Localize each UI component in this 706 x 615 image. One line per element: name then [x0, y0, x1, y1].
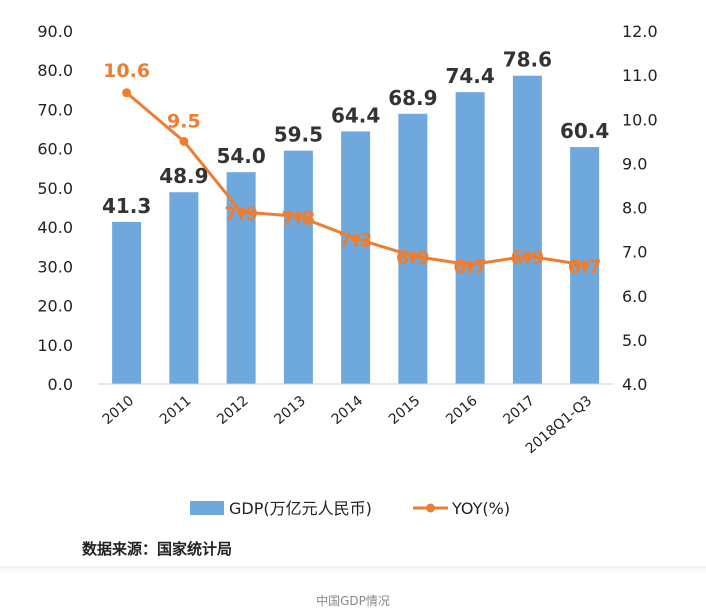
yoy-point: [522, 251, 532, 261]
gdp-data-label: 68.9: [388, 86, 437, 110]
gdp-bar: [169, 192, 199, 384]
y-right-tick-label: 12.0: [622, 22, 658, 41]
x-tick-label: 2014: [329, 393, 367, 428]
x-tick-label: 2013: [271, 393, 309, 428]
data-source-note: 数据来源：国家统计局: [82, 540, 233, 558]
gdp-bar: [283, 150, 313, 384]
y-left-tick-label: 20.0: [37, 297, 73, 316]
gdp-bar: [455, 92, 485, 384]
gdp-bar: [341, 131, 371, 384]
x-tick-label: 2012: [214, 393, 252, 428]
yoy-data-label: 6.7: [453, 256, 487, 278]
yoy-data-label: 10.6: [103, 60, 150, 82]
gdp-data-label: 59.5: [274, 123, 323, 147]
y-left-tick-label: 90.0: [37, 22, 73, 41]
yoy-point: [351, 233, 361, 243]
x-tick-label: 2015: [386, 393, 424, 428]
gdp-data-label: 74.4: [445, 64, 494, 88]
y-left-tick-label: 40.0: [37, 218, 73, 237]
x-tick-label: 2011: [157, 393, 195, 428]
yoy-data-label: 6.9: [396, 247, 430, 269]
x-tick-label: 2016: [443, 393, 481, 428]
yoy-data-label: 9.5: [167, 110, 201, 132]
yoy-point: [408, 251, 418, 261]
image-caption: 中国GDP情况: [316, 594, 390, 608]
yoy-data-label: 7.8: [282, 207, 316, 229]
y-left-tick-label: 70.0: [37, 100, 73, 119]
gdp-bar: [398, 113, 428, 385]
yoy-point: [293, 211, 303, 221]
y-left-tick-label: 30.0: [37, 257, 73, 276]
x-tick-label: 2017: [500, 393, 538, 428]
y-right-tick-label: 7.0: [622, 243, 647, 262]
gdp-data-label: 78.6: [503, 48, 552, 72]
legend-label-yoy: YOY(%): [451, 499, 510, 518]
yoy-point: [465, 260, 475, 270]
legend-swatch-gdp: [190, 501, 224, 515]
gdp-data-label: 64.4: [331, 103, 380, 127]
yoy-point: [236, 207, 246, 217]
legend-label-gdp: GDP(万亿元人民币): [229, 499, 372, 518]
y-left-tick-label: 10.0: [37, 336, 73, 355]
yoy-data-label: 7.9: [224, 203, 258, 225]
yoy-data-label: 6.7: [568, 256, 602, 278]
gdp-bar: [112, 222, 142, 384]
y-right-tick-label: 9.0: [622, 154, 647, 173]
yoy-point: [179, 136, 189, 146]
gdp-data-label: 48.9: [159, 164, 208, 188]
gdp-data-label: 41.3: [102, 194, 151, 218]
y-right-tick-label: 11.0: [622, 66, 658, 85]
legend-marker-yoy: [426, 503, 435, 513]
gdp-bar: [512, 75, 542, 385]
y-left-tick-label: 60.0: [37, 140, 73, 159]
y-right-tick-label: 10.0: [622, 110, 658, 129]
yoy-data-label: 6.9: [511, 247, 545, 269]
gdp-data-label: 60.4: [560, 119, 609, 143]
y-right-tick-label: 6.0: [622, 287, 647, 306]
y-left-tick-label: 50.0: [37, 179, 73, 198]
image-bottom-edge: [0, 566, 706, 574]
y-left-tick-label: 80.0: [37, 61, 73, 80]
x-tick-label: 2010: [100, 393, 138, 428]
y-right-tick-label: 4.0: [622, 375, 647, 394]
yoy-data-label: 7.3: [339, 229, 373, 251]
y-right-tick-label: 8.0: [622, 199, 647, 218]
y-left-tick-label: 0.0: [48, 375, 73, 394]
y-right-tick-label: 5.0: [622, 331, 647, 350]
gdp-data-label: 54.0: [216, 144, 265, 168]
yoy-point: [122, 88, 132, 98]
yoy-point: [580, 260, 590, 270]
